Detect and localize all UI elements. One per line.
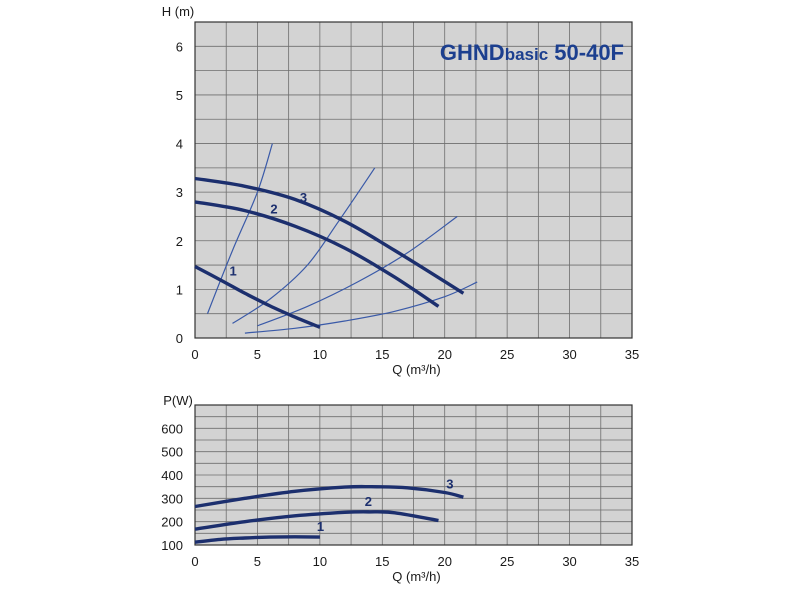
head-x-tick-label: 30: [562, 347, 576, 362]
power-y-axis-label: P(W): [163, 393, 193, 408]
power-x-tick-label: 20: [437, 554, 451, 569]
head-curve-label-2: 2: [270, 201, 277, 216]
power-y-tick-label: 100: [161, 538, 183, 553]
power-x-tick-label: 30: [562, 554, 576, 569]
head-x-tick-label: 25: [500, 347, 514, 362]
head-y-tick-label: 2: [176, 234, 183, 249]
chart-title: GHNDbasic 50-40F: [440, 40, 624, 65]
power-curve-1: [194, 535, 320, 544]
head-y-tick-label: 5: [176, 88, 183, 103]
system-curve-2: [232, 167, 376, 324]
power-curve-3: [194, 484, 464, 509]
power-plot-border: [194, 404, 633, 546]
head-x-tick-label: 0: [191, 347, 198, 362]
head-curve-2: [194, 200, 440, 308]
power-x-tick-label: 15: [375, 554, 389, 569]
head-y-tick-label: 4: [176, 137, 183, 152]
head-x-tick-label: 5: [254, 347, 261, 362]
system-curve-4: [244, 281, 478, 334]
power-curve-label-2: 2: [365, 494, 372, 509]
head-curve-3: [194, 176, 465, 295]
power-x-tick-label: 5: [254, 554, 261, 569]
power-x-tick-label: 10: [313, 554, 327, 569]
head-y-tick-label: 6: [176, 39, 183, 54]
head-x-tick-label: 20: [437, 347, 451, 362]
head-x-tick-label: 35: [625, 347, 639, 362]
power-y-tick-label: 300: [161, 491, 183, 506]
power-y-tick-label: 400: [161, 468, 183, 483]
head-y-axis-label: H (m): [162, 4, 195, 19]
power-x-tick-label: 0: [191, 554, 198, 569]
power-curve-2: [194, 510, 439, 531]
head-chart: 0 5 10 15 20 25 30 35 0 1 2 3 4 5 6 Q (m³/h) H (m) GHNDba…: [162, 4, 639, 377]
system-curve-3: [257, 216, 458, 327]
head-x-tick-label: 15: [375, 347, 389, 362]
head-curve-label-3: 3: [300, 190, 307, 205]
power-x-tick-label: 35: [625, 554, 639, 569]
head-x-axis-label: Q (m³/h): [392, 362, 440, 377]
power-y-tick-label: 500: [161, 445, 183, 460]
power-y-tick-label: 200: [161, 515, 183, 530]
power-curve-label-1: 1: [317, 519, 324, 534]
head-y-tick-label: 0: [176, 331, 183, 346]
power-x-axis-label: Q (m³/h): [392, 569, 440, 584]
power-curve-label-3: 3: [446, 476, 453, 491]
power-x-tick-label: 25: [500, 554, 514, 569]
head-y-tick-label: 1: [176, 282, 183, 297]
head-x-tick-label: 10: [313, 347, 327, 362]
head-y-tick-label: 3: [176, 185, 183, 200]
power-chart: 0 5 10 15 20 25 30 35 100 200 300 400 500 600 Q (m³/h)…: [161, 393, 639, 584]
head-curve-1: [194, 264, 321, 329]
system-curve-1: [206, 143, 273, 314]
power-y-tick-label: 600: [161, 421, 183, 436]
head-curve-label-1: 1: [229, 264, 236, 279]
